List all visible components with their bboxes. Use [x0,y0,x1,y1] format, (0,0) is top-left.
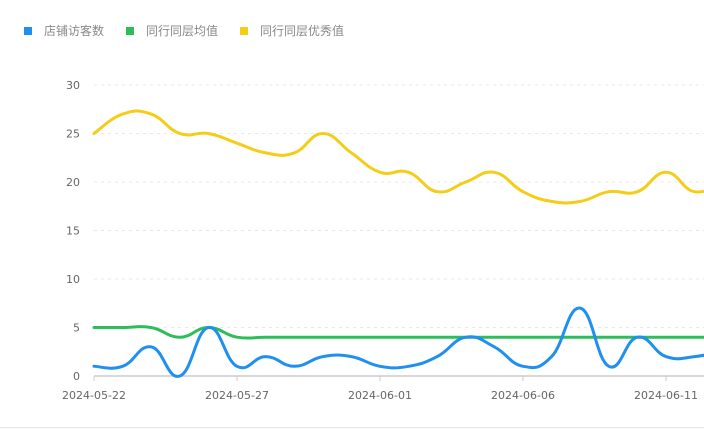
chart-legend: 店铺访客数 同行同层均值 同行同层优秀值 [24,22,366,39]
x-tick-label: 2024-06-01 [348,389,412,402]
peer-excellent-line[interactable] [92,109,704,205]
x-tick-label: 2024-06-06 [491,389,555,402]
legend-item-peer-average[interactable]: 同行同层均值 [126,22,218,39]
legend-item-peer-excellent[interactable]: 同行同层优秀值 [240,22,344,39]
y-tick-label: 25 [66,128,80,141]
peer-average-line[interactable] [92,325,704,340]
legend-label: 店铺访客数 [44,24,105,38]
legend-label: 同行同层优秀值 [260,24,345,38]
y-tick-label: 10 [66,273,80,286]
x-tick-label: 2024-05-27 [205,389,269,402]
y-tick-label: 30 [66,79,80,92]
y-tick-label: 20 [66,176,80,189]
legend-swatch-icon [240,26,249,35]
legend-swatch-icon [126,26,135,35]
legend-swatch-icon [24,26,32,35]
x-tick-label: 2024-06-11 [634,389,698,402]
legend-label: 同行同层均值 [146,24,219,38]
x-axis: 2024-05-22 2024-05-27 2024-06-01 2024-06-06… [62,375,704,402]
y-tick-label: 0 [73,370,80,383]
y-tick-label: 15 [66,225,80,238]
series-lines [92,109,704,378]
x-tick-label: 2024-05-22 [62,389,126,402]
visitors-line[interactable] [92,306,704,378]
grid-lines [94,84,704,328]
bottom-divider [0,427,704,428]
legend-item-visitors[interactable]: 店铺访客数 [24,22,104,39]
y-axis: 0 5 10 15 20 25 30 [66,79,80,383]
y-tick-label: 5 [73,322,80,335]
